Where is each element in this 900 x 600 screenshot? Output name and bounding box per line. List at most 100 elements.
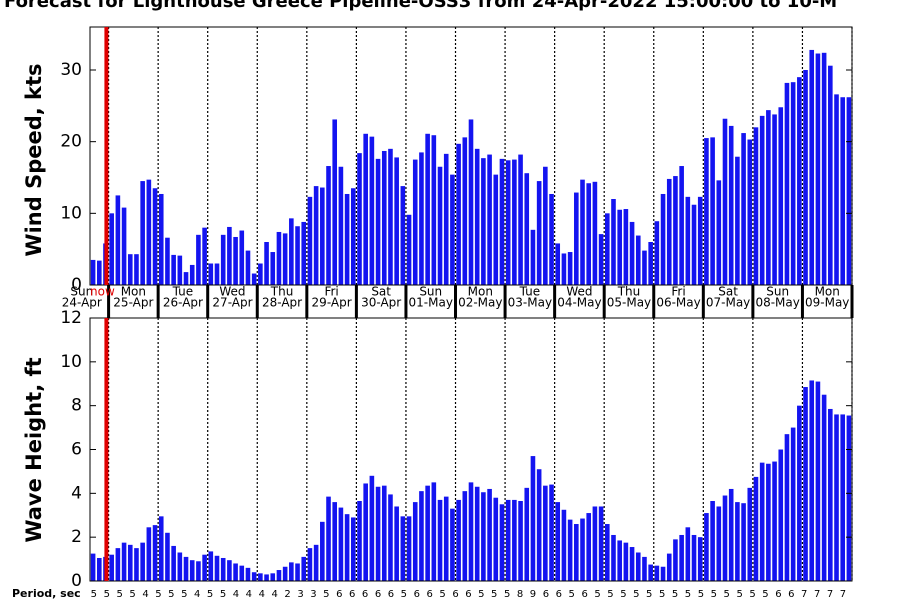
bar xyxy=(406,516,412,581)
period-value: 6 xyxy=(414,589,420,600)
bar xyxy=(691,534,697,581)
bar xyxy=(332,119,338,285)
bar xyxy=(728,488,734,581)
bar xyxy=(697,537,703,581)
bar xyxy=(289,562,294,581)
period-value: 7 xyxy=(840,589,846,600)
bar xyxy=(728,125,734,286)
day-box-edge xyxy=(602,285,606,318)
weekday-label: Mon xyxy=(815,285,840,299)
bar xyxy=(270,252,276,285)
bar xyxy=(344,514,350,581)
period-value: 5 xyxy=(672,589,678,600)
weekday-label: Thu xyxy=(617,285,641,299)
bar xyxy=(468,482,474,581)
day-box-edge xyxy=(107,285,111,318)
bar xyxy=(425,485,430,581)
bar xyxy=(344,193,350,285)
bar xyxy=(220,557,226,581)
bar xyxy=(338,166,344,285)
bar xyxy=(233,563,238,581)
bar xyxy=(208,263,214,285)
bar xyxy=(146,179,152,285)
bar xyxy=(809,380,815,581)
bar xyxy=(177,255,183,285)
bar xyxy=(487,154,492,285)
bar xyxy=(629,547,635,581)
bar xyxy=(481,492,486,581)
bar xyxy=(555,502,561,581)
period-value: 5 xyxy=(646,589,652,600)
bar xyxy=(456,143,461,285)
bar xyxy=(208,551,214,581)
period-value: 5 xyxy=(504,589,510,600)
bar xyxy=(258,573,263,581)
bar xyxy=(561,509,567,581)
period-value: 5 xyxy=(181,589,187,600)
bar xyxy=(543,485,548,581)
date-label: 06-May xyxy=(656,296,700,310)
bar xyxy=(487,488,492,581)
bar xyxy=(604,524,610,581)
bar xyxy=(766,463,771,581)
bar xyxy=(518,154,523,285)
bar xyxy=(524,173,530,285)
weekday-label: Wed xyxy=(219,285,245,299)
plot-frame xyxy=(89,26,853,286)
bar xyxy=(171,545,176,581)
bar xyxy=(834,94,839,285)
bar xyxy=(809,49,815,285)
day-box-edge xyxy=(751,285,755,318)
bar xyxy=(499,504,505,581)
bar xyxy=(617,209,622,285)
date-label: 02-May xyxy=(458,296,502,310)
bar xyxy=(617,540,622,581)
bar xyxy=(474,486,480,581)
bar xyxy=(202,227,207,285)
bar xyxy=(127,254,133,285)
bar xyxy=(697,196,703,285)
bar xyxy=(611,199,616,285)
bar xyxy=(586,183,592,285)
y-tick-label: 0 xyxy=(71,275,82,295)
period-value: 6 xyxy=(375,589,381,600)
y-axis-label: Wind Speed, kts xyxy=(22,63,46,256)
period-value: 5 xyxy=(220,589,226,600)
day-box-edge xyxy=(503,285,507,318)
bar xyxy=(196,561,201,581)
bar xyxy=(685,196,691,285)
bar xyxy=(289,218,294,285)
bar xyxy=(716,180,722,285)
day-box-edge xyxy=(305,285,309,318)
bar xyxy=(375,486,381,581)
bar xyxy=(710,137,715,285)
bar xyxy=(90,553,96,581)
bar xyxy=(115,195,121,285)
bar xyxy=(747,487,753,581)
date-label: 29-Apr xyxy=(312,296,352,310)
period-value: 5 xyxy=(620,589,626,600)
bar xyxy=(840,414,846,581)
bar xyxy=(326,166,331,285)
weekday-label: Thu xyxy=(270,285,294,299)
day-box-edge xyxy=(206,285,210,318)
bar xyxy=(741,503,746,581)
period-value: 6 xyxy=(543,589,549,600)
bar xyxy=(685,527,691,581)
period-value: 4 xyxy=(142,589,148,600)
bar xyxy=(388,148,393,285)
date-label: 24-Apr xyxy=(62,296,102,310)
bar xyxy=(790,82,796,285)
bar xyxy=(716,506,722,581)
period-value: 5 xyxy=(749,589,755,600)
period-value: 6 xyxy=(775,589,781,600)
bar xyxy=(747,139,753,285)
period-value: 6 xyxy=(349,589,355,600)
day-box-edge xyxy=(255,285,259,318)
bar xyxy=(567,519,573,581)
weekday-label: Tue xyxy=(172,285,194,299)
period-value: 5 xyxy=(155,589,161,600)
date-label: 07-May xyxy=(706,296,750,310)
date-label: 28-Apr xyxy=(262,296,302,310)
bar xyxy=(580,518,585,581)
